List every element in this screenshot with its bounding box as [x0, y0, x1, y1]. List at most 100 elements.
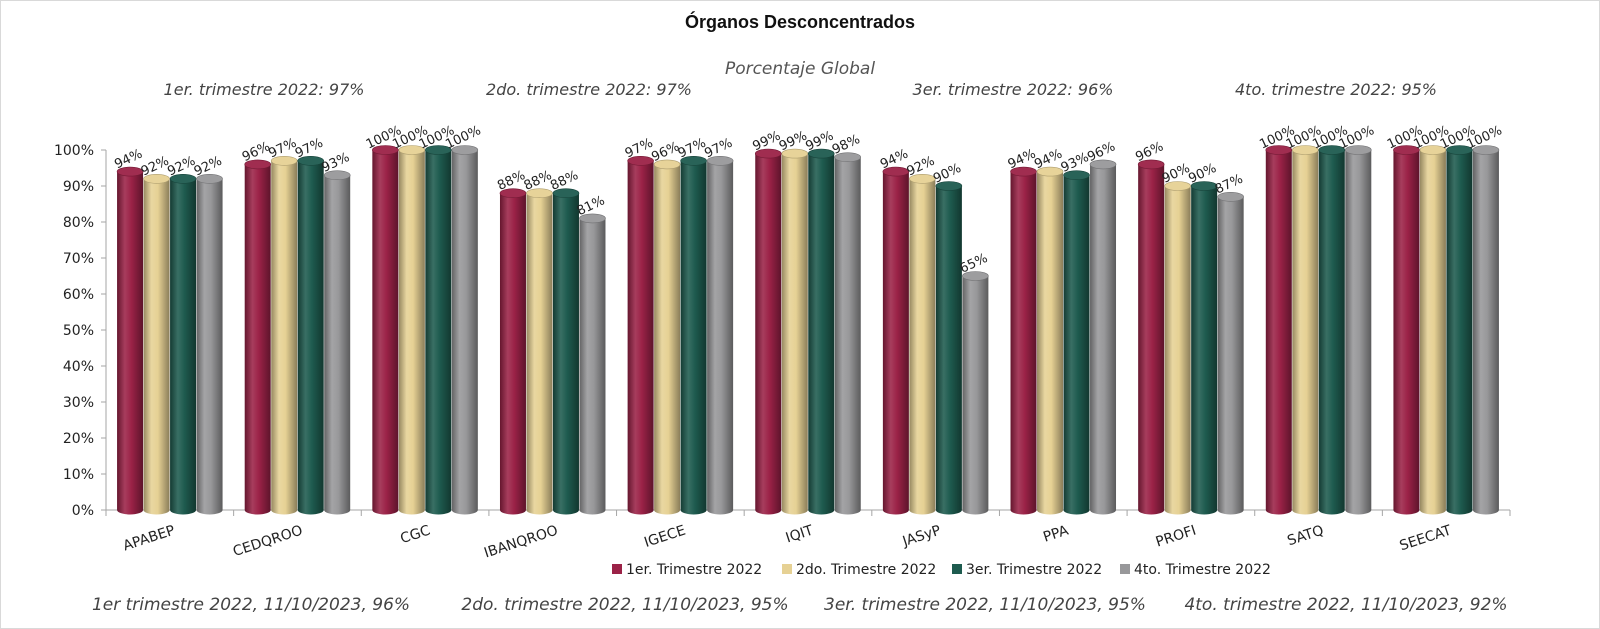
bar-top [372, 145, 399, 155]
bar-top [579, 213, 606, 224]
bar [372, 150, 399, 515]
bar [680, 160, 707, 515]
bars [116, 145, 1500, 515]
bar [297, 160, 324, 515]
bar-top [499, 188, 527, 198]
bar-top [196, 174, 223, 184]
bar [707, 160, 734, 515]
chart-title: Órganos Desconcentrados [685, 11, 915, 32]
bar-group-satq [1265, 145, 1372, 515]
legend-swatch [952, 564, 962, 574]
bar [935, 186, 962, 515]
legend-item: 3er. Trimestre 2022 [952, 562, 1102, 578]
bar-group-profi [1137, 159, 1244, 515]
y-tick-label: 60% [63, 287, 94, 303]
bar-top [706, 156, 734, 166]
bar [271, 160, 298, 515]
bar [627, 160, 654, 515]
bar-top [781, 148, 809, 159]
bar-top [1291, 145, 1319, 155]
bar-top [1472, 145, 1500, 155]
bar [1472, 150, 1499, 515]
bar [499, 193, 526, 515]
bar-top [143, 174, 170, 184]
legend-label: 2do. Trimestre 2022 [796, 562, 936, 578]
bar [324, 175, 351, 515]
bar-group-cedqroo [244, 156, 351, 515]
bar [579, 218, 606, 515]
legend: 1er. Trimestre 2022 2do. Trimestre 2022 3e… [612, 562, 1271, 578]
bar [909, 178, 936, 515]
bar [654, 164, 681, 515]
bar [834, 157, 861, 515]
bar [1191, 186, 1218, 515]
bar-group-ibanqroo [499, 188, 606, 515]
legend-item: 2do. Trimestre 2022 [782, 562, 936, 578]
bar-top [116, 166, 144, 177]
quarter-note-2: 2do. trimestre 2022: 97% [486, 80, 692, 99]
y-tick-label: 100% [54, 143, 94, 159]
bar-group-cgc [372, 145, 479, 515]
footer-note-2: 2do. trimestre 2022, 11/10/2023, 95% [461, 595, 788, 615]
bar [962, 276, 989, 515]
bar [1292, 150, 1319, 515]
legend-label: 1er. Trimestre 2022 [626, 562, 762, 578]
bar-group-ppa [1010, 159, 1117, 515]
bar-top [1063, 170, 1090, 180]
footer-note-4: 4to. trimestre 2022, 11/10/2023, 92% [1184, 595, 1507, 615]
quarter-note-1: 1er. trimestre 2022: 97% [164, 80, 365, 99]
chart-subtitle: Porcentaje Global [725, 59, 875, 79]
bar [552, 193, 579, 515]
bar [1090, 164, 1117, 515]
bar [1393, 150, 1420, 515]
bar-top [1164, 181, 1191, 191]
bar [1446, 150, 1473, 515]
bar-top [1446, 145, 1473, 155]
bar-top [526, 188, 553, 198]
legend-item: 4to. Trimestre 2022 [1120, 562, 1271, 578]
bar-top [1010, 166, 1037, 177]
bar [1010, 171, 1037, 515]
bar-top [270, 156, 298, 166]
legend-swatch [782, 564, 792, 574]
y-tick-label: 10% [63, 467, 94, 483]
bar [196, 178, 223, 515]
bar-top [1137, 159, 1165, 170]
y-tick-label: 50% [63, 323, 94, 339]
bar-top [882, 166, 910, 177]
footer-note-3: 3er. trimestre 2022, 11/10/2023, 95% [824, 595, 1146, 615]
bar-top [1089, 159, 1117, 170]
bar-top [1190, 181, 1218, 191]
bar-top [451, 145, 479, 155]
bar [1419, 150, 1446, 515]
bar [425, 150, 452, 515]
legend-swatch [612, 564, 622, 574]
bar-group-jasyp [882, 166, 989, 515]
y-tick-label: 40% [63, 359, 94, 375]
bar-group-igece [627, 156, 734, 515]
bar [808, 153, 835, 515]
bar-top [754, 148, 782, 159]
bar-top [1217, 192, 1244, 202]
y-tick-label: 30% [63, 395, 94, 411]
bar [882, 171, 909, 515]
legend-label: 4to. Trimestre 2022 [1134, 562, 1271, 578]
bar [1318, 150, 1345, 515]
bar [1037, 171, 1064, 515]
bar-top [297, 156, 325, 166]
bar-group-seecat [1393, 145, 1500, 515]
bar [117, 171, 144, 515]
bar [170, 178, 197, 515]
bar [1164, 186, 1191, 515]
bar-top [807, 148, 835, 159]
bar-top [1419, 145, 1447, 155]
bar [1138, 164, 1165, 515]
bar-top [1393, 145, 1420, 155]
bar-top [680, 156, 707, 166]
bar-top [935, 181, 963, 191]
y-tick-label: 20% [63, 431, 94, 447]
legend-item: 1er. Trimestre 2022 [612, 562, 762, 578]
legend-label: 3er. Trimestre 2022 [966, 562, 1102, 578]
bar-top [627, 156, 654, 166]
